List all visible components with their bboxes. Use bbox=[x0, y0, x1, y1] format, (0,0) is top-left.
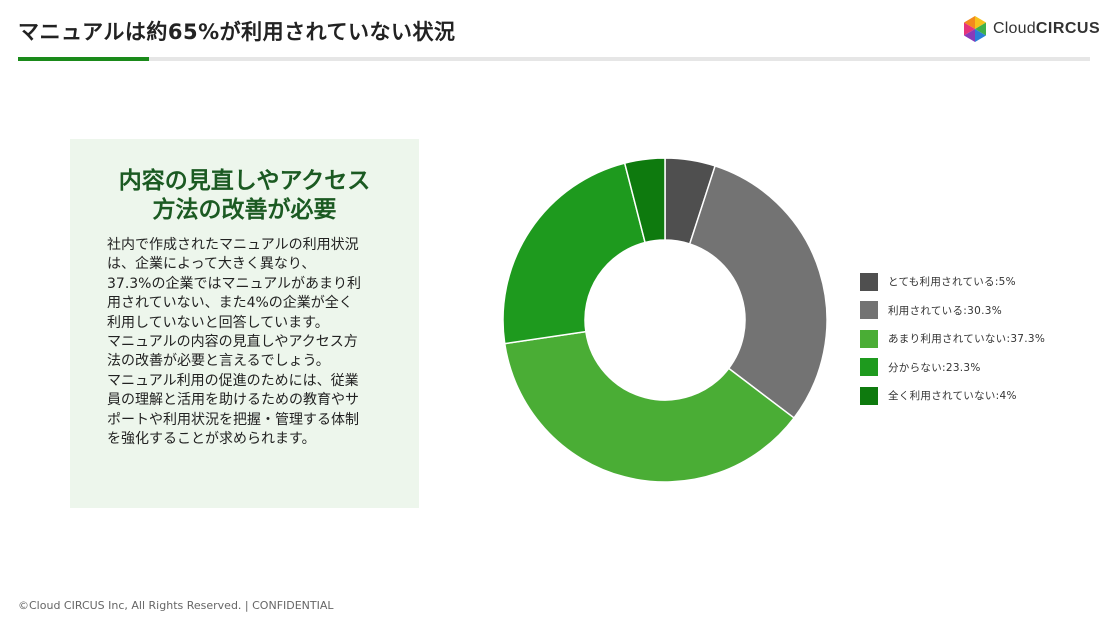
logo-wordmark: CloudCIRCUS bbox=[993, 20, 1100, 38]
chart-legend: とても利用されている:5% 利用されている:30.3% あまり利用されていない:37… bbox=[860, 272, 1045, 415]
title-underline bbox=[18, 57, 1090, 61]
donut-slice-4 bbox=[502, 162, 646, 345]
rainbow-cube-logo-icon bbox=[964, 16, 986, 42]
legend-swatch bbox=[860, 329, 878, 348]
logo-wordmark-circus: CIRCUS bbox=[1035, 20, 1101, 37]
donut-chart bbox=[502, 157, 828, 483]
legend-item-5: 全く利用されていない:4% bbox=[860, 386, 1045, 405]
legend-item-4: 分からない:23.3% bbox=[860, 358, 1045, 377]
donut-slice-3 bbox=[503, 330, 796, 483]
summary-card: 内容の見直しやアクセス 方法の改善が必要 社内で作成されたマニュアルの利用状況 … bbox=[70, 139, 419, 508]
legend-swatch bbox=[860, 272, 878, 291]
donut-slice-5 bbox=[623, 157, 666, 244]
legend-label: 分からない:23.3% bbox=[888, 361, 981, 374]
legend-item-1: とても利用されている:5% bbox=[860, 272, 1045, 291]
card-heading: 内容の見直しやアクセス 方法の改善が必要 bbox=[118, 168, 371, 223]
legend-item-3: あまり利用されていない:37.3% bbox=[860, 329, 1045, 348]
legend-label: 全く利用されていない:4% bbox=[888, 390, 1017, 402]
legend-label: とても利用されている:5% bbox=[888, 276, 1016, 288]
legend-swatch bbox=[860, 301, 878, 319]
legend-item-2: 利用されている:30.3% bbox=[860, 301, 1045, 320]
donut-slice-2 bbox=[688, 164, 828, 420]
logo-wordmark-cloud: Cloud bbox=[993, 20, 1036, 37]
card-body-text: 社内で作成されたマニュアルの利用状況 は、企業によって大きく異なり、 37.3%… bbox=[107, 237, 362, 448]
legend-label: 利用されている:30.3% bbox=[888, 304, 1002, 317]
legend-swatch bbox=[860, 386, 878, 405]
cloud-circus-logo: CloudCIRCUS bbox=[960, 14, 1100, 44]
legend-swatch bbox=[860, 358, 878, 376]
page-title: マニュアルは約65%が利用されていない状況 bbox=[18, 20, 456, 44]
legend-label: あまり利用されていない:37.3% bbox=[888, 333, 1046, 345]
footer-copyright: ©Cloud CIRCUS Inc, All Rights Reserved. … bbox=[18, 599, 334, 612]
title-underline-accent bbox=[18, 57, 149, 61]
